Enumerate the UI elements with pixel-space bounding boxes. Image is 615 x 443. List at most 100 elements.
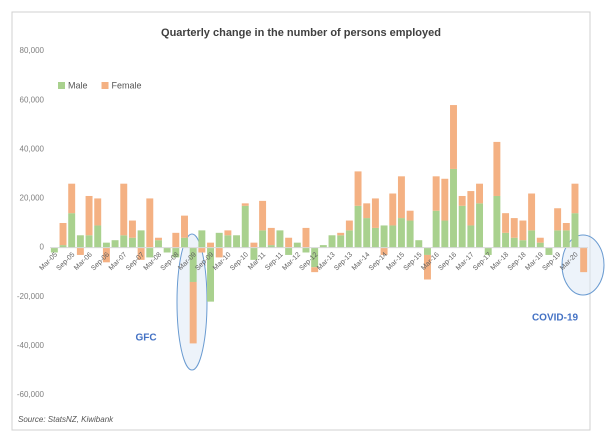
bar <box>380 247 388 255</box>
bar <box>528 230 536 248</box>
bar <box>293 242 301 248</box>
bar <box>493 195 501 248</box>
bar <box>163 247 171 253</box>
bar <box>259 200 267 231</box>
bar <box>380 225 388 248</box>
bar <box>250 247 258 260</box>
bar <box>172 232 180 248</box>
y-tick-label: -60,000 <box>17 390 45 399</box>
bar <box>519 240 527 248</box>
bar <box>94 198 102 226</box>
legend-label: Female <box>112 80 142 90</box>
bar <box>554 230 562 248</box>
y-tick-label: 60,000 <box>20 95 45 104</box>
bar <box>371 198 379 228</box>
bar <box>128 237 136 248</box>
bar <box>493 141 501 196</box>
bar <box>224 235 232 248</box>
bar <box>302 247 310 253</box>
bar <box>207 247 215 302</box>
bar <box>250 242 258 248</box>
bar <box>528 193 536 231</box>
bar <box>68 183 76 214</box>
bar <box>276 230 284 248</box>
bar <box>120 183 128 236</box>
bar <box>510 218 518 238</box>
bar <box>267 227 275 246</box>
bar <box>241 203 249 206</box>
bar <box>562 223 570 231</box>
bar <box>198 230 206 248</box>
bar <box>233 235 241 248</box>
bar <box>536 242 544 248</box>
bar <box>354 205 362 248</box>
bar <box>241 205 249 248</box>
bar <box>85 235 93 248</box>
y-tick-label: 20,000 <box>20 194 45 203</box>
bar <box>207 242 215 248</box>
bar <box>259 230 267 248</box>
y-tick-label: -40,000 <box>17 341 45 350</box>
bar <box>50 247 58 253</box>
bar <box>397 176 405 219</box>
y-tick-label: 40,000 <box>20 144 45 153</box>
bar <box>285 237 293 248</box>
bar <box>267 245 275 248</box>
bar <box>128 220 136 238</box>
bar <box>562 230 570 248</box>
bar <box>476 183 484 204</box>
bar <box>215 232 223 248</box>
bar <box>189 281 197 344</box>
bar <box>224 230 232 236</box>
bar <box>545 247 553 255</box>
y-tick-label: 80,000 <box>20 46 45 55</box>
bar <box>502 213 510 233</box>
bar <box>198 247 206 253</box>
legend-swatch <box>58 82 65 89</box>
bar <box>354 171 362 206</box>
bar <box>76 235 84 248</box>
bar <box>146 198 154 248</box>
bar <box>302 227 310 248</box>
bar <box>510 237 518 248</box>
bar <box>406 210 414 221</box>
bar <box>285 247 293 255</box>
bar <box>450 105 457 169</box>
bar <box>371 227 379 248</box>
bar <box>146 247 154 258</box>
bar <box>181 215 188 238</box>
bar <box>137 247 145 260</box>
bar <box>120 235 128 248</box>
bar <box>154 240 162 248</box>
bar <box>59 223 67 246</box>
bar <box>423 247 431 255</box>
bar <box>580 247 588 273</box>
bar <box>389 193 397 226</box>
bar <box>311 247 319 268</box>
bar <box>450 168 457 248</box>
bar <box>94 225 102 248</box>
bar <box>458 205 466 248</box>
annotation: GFC <box>135 333 156 344</box>
legend-label: Male <box>68 80 88 90</box>
bar <box>536 237 544 243</box>
bar <box>154 237 162 241</box>
bar <box>423 254 431 280</box>
bar <box>519 220 527 241</box>
annotation: COVID-19 <box>532 313 579 324</box>
bar <box>59 245 67 248</box>
bar <box>311 267 319 273</box>
bar <box>432 210 440 248</box>
bar <box>181 237 188 248</box>
bar <box>337 235 345 248</box>
bar <box>484 247 492 255</box>
bar <box>441 220 449 248</box>
chart-title: Quarterly change in the number of person… <box>161 27 441 39</box>
source-note: Source: StatsNZ, Kiwibank <box>18 415 114 424</box>
bar <box>397 218 405 248</box>
bar <box>102 242 110 248</box>
bar <box>502 232 510 248</box>
bar <box>328 235 336 248</box>
bar <box>172 247 180 258</box>
